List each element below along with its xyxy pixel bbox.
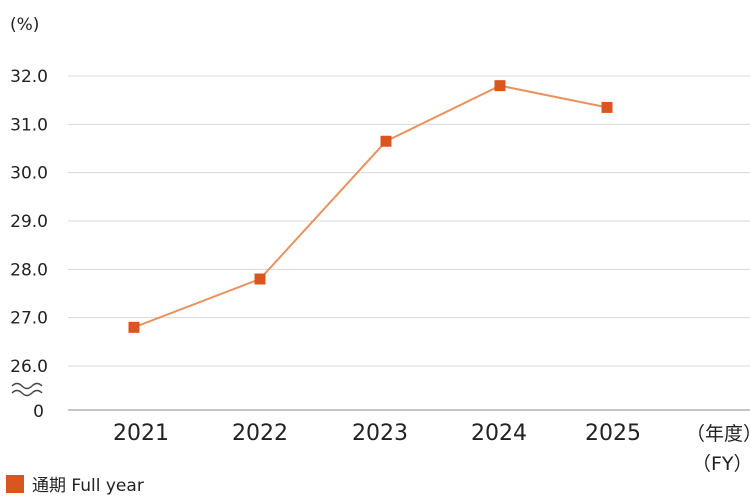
- y-tick-label: 28.0: [10, 260, 48, 280]
- y-axis-unit: (%): [10, 15, 39, 35]
- data-point: [254, 273, 266, 285]
- series-line: [133, 84, 608, 329]
- legend-swatch: [6, 474, 24, 493]
- x-tick-label: 2024: [471, 421, 527, 446]
- axis-break-icon: [11, 382, 43, 397]
- y-tick-label: 32.0: [10, 67, 48, 87]
- y-tick-label: 30.0: [10, 164, 48, 184]
- legend: 通期 Full year: [6, 471, 144, 496]
- x-tick-label: 2022: [232, 421, 288, 446]
- y-tick-label: 27.0: [10, 309, 48, 329]
- y-tick-label: 26.0: [10, 357, 48, 377]
- legend-label: 通期 Full year: [32, 476, 144, 496]
- y-tick-labels: 32.0 31.0 30.0 29.0 28.0 27.0 26.0: [10, 67, 48, 377]
- x-axis-unit-en: （FY）: [692, 453, 750, 475]
- x-axis-unit-jp: （年度）: [686, 423, 750, 445]
- y-tick-label: 31.0: [10, 115, 48, 135]
- x-tick-label: 2021: [113, 421, 169, 446]
- data-point: [601, 101, 613, 113]
- y-tick-label: 29.0: [10, 212, 48, 232]
- data-point: [128, 321, 140, 333]
- data-point: [494, 80, 506, 92]
- data-point: [380, 135, 392, 147]
- series-markers: [128, 80, 613, 333]
- x-tick-label: 2023: [352, 421, 408, 446]
- y-axis-zero-label: 0: [33, 402, 44, 422]
- x-tick-labels: 2021 2022 2023 2024 2025: [113, 421, 641, 446]
- x-tick-label: 2025: [585, 421, 641, 446]
- gridlines: [68, 75, 750, 367]
